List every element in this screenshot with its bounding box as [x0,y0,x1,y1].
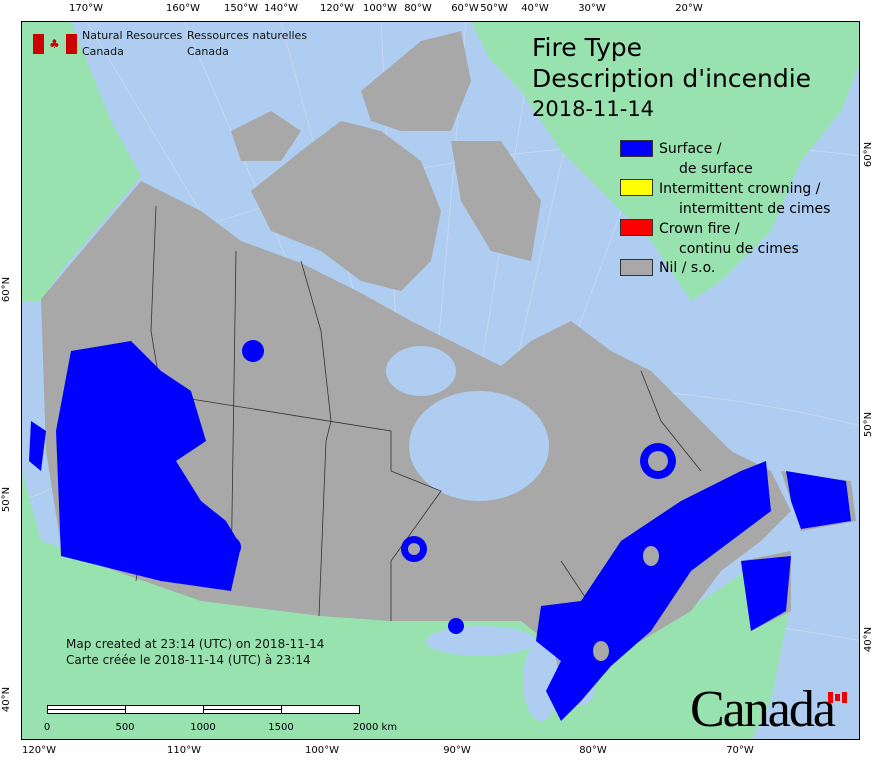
scale-label: 2000 km [352,722,398,733]
scale-label: 500 [115,722,135,733]
axis-label-top: 80°W [404,3,432,14]
legend-swatch-intermittent [620,179,653,196]
axis-label-top: 20°W [675,3,703,14]
axis-label-top: 150°W [224,3,258,14]
map-date: 2018-11-14 [532,97,655,121]
wordmark-flag-icon [828,692,847,703]
canada-wordmark: Canada [690,681,836,738]
axis-label-top: 120°W [320,3,354,14]
scale-label: 1000 [190,722,216,733]
axis-label-bottom: 80°W [579,745,607,756]
scale-label: 1500 [268,722,294,733]
map-svg [21,21,862,741]
axis-label-right: 40°N [863,626,875,653]
axis-label-right: 50°N [863,411,875,438]
org-name-fr: Ressources naturelles Canada [187,29,308,58]
legend-item-nil: Nil / s.o. [659,260,716,276]
axis-label-left: 40°N [1,686,13,713]
canada-flag-icon: ♣ [33,34,77,54]
map-canvas [21,21,862,741]
legend-swatch-surface [620,140,653,157]
axis-label-left: 50°N [1,486,13,513]
axis-label-bottom: 110°W [167,745,201,756]
hudson-bay [409,391,549,501]
axis-label-bottom: 90°W [443,745,471,756]
map-title: Fire Type Description d'incendie 2018-11… [532,32,811,125]
scale-bar [47,705,360,714]
axis-label-left: 60°N [1,276,13,303]
legend-item-intermittent: Intermittent crowning / intermittent de c… [659,181,831,217]
foxe-basin [386,346,456,396]
axis-label-top: 40°W [521,3,549,14]
legend-swatch-nil [620,259,653,276]
unburned-patches [408,451,668,661]
axis-label-bottom: 100°W [305,745,339,756]
axis-label-right: 60°N [863,141,875,168]
axis-label-bottom: 120°W [22,745,56,756]
greenland-land [471,22,861,301]
legend-item-surface: Surface / de surface [659,141,753,177]
axis-label-top: 100°W [363,3,397,14]
axis-label-top: 140°W [264,3,298,14]
org-name-en: Natural Resources Canada [82,29,183,58]
axis-label-top: 160°W [166,3,200,14]
axis-label-top: 60°W [451,3,479,14]
scale-label: 0 [43,722,51,733]
legend-item-crown: Crown fire / continu de cimes [659,221,799,257]
axis-label-top: 30°W [578,3,606,14]
axis-label-top: 170°W [69,3,103,14]
axis-label-bottom: 70°W [726,745,754,756]
alaska-land [22,22,141,301]
legend-swatch-crown [620,219,653,236]
axis-label-top: 50°W [480,3,508,14]
created-note-en: Map created at 23:14 (UTC) on 2018-11-14 [66,637,325,651]
created-note-fr: Carte créée le 2018-11-14 (UTC) à 23:14 [66,653,311,667]
